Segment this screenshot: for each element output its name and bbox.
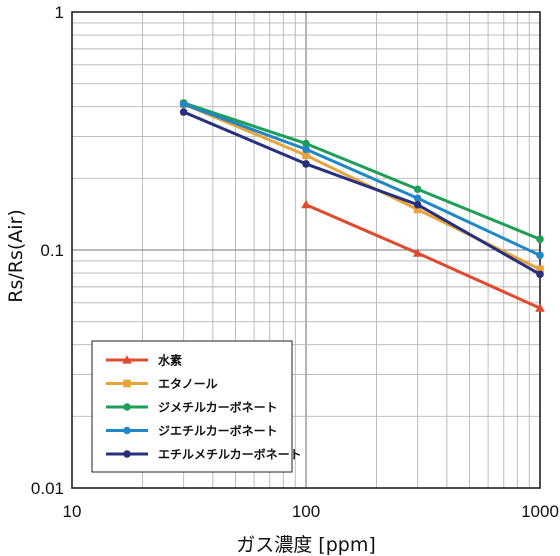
legend-item: エタノール: [106, 377, 218, 391]
data-point: [122, 355, 132, 364]
data-point: [123, 379, 131, 388]
series-line: [305, 203, 541, 310]
legend-item: ジメチルカーボネート: [106, 400, 278, 415]
data-point: [123, 403, 131, 411]
data-point: [413, 205, 422, 214]
y-axis-title: Rs/Rs(Air): [5, 209, 27, 303]
series-4: [179, 100, 544, 260]
data-point: [302, 151, 310, 160]
data-point: [302, 145, 310, 154]
data-point: [123, 450, 131, 458]
data-point: [535, 303, 545, 312]
data-point: [179, 100, 188, 108]
series-3: [179, 99, 544, 244]
legend-item: エチルメチルカーボネート: [106, 447, 302, 462]
x-tick-label: 1000: [521, 502, 559, 521]
x-tick-labels: 10 100 1000: [63, 502, 559, 521]
data-point: [536, 251, 544, 260]
data-point: [302, 139, 310, 148]
data-point: [412, 248, 423, 257]
x-tick-label: 100: [292, 502, 320, 521]
data-point: [536, 270, 544, 279]
series-line: [183, 102, 541, 257]
y-tick-labels: 0.01 0.1 1: [31, 3, 64, 498]
data-point: [301, 199, 311, 209]
series-5: [179, 108, 544, 279]
data-point: [413, 185, 422, 194]
data-point: [536, 265, 544, 274]
data-point: [413, 194, 422, 203]
legend-item: ジエチルカーボネート: [106, 423, 278, 438]
legend-item: 水素: [106, 353, 182, 368]
legend-label: エタノール: [158, 377, 218, 391]
y-tick-label: 0.01: [31, 479, 64, 498]
series-layer: [179, 99, 545, 312]
y-tick-label: 0.1: [40, 241, 64, 260]
data-point: [536, 235, 544, 244]
series-line: [183, 101, 541, 241]
data-point: [179, 108, 188, 116]
x-tick-label: 10: [63, 502, 82, 521]
legend-label: 水素: [158, 353, 182, 368]
legend-label: ジエチルカーボネート: [158, 423, 278, 438]
data-point: [413, 200, 422, 209]
series-line: [183, 110, 541, 276]
legend-label: ジメチルカーボネート: [158, 400, 278, 415]
plot-frame: [71, 11, 541, 489]
x-axis-title: ガス濃度 [ppm]: [236, 534, 376, 556]
y-tick-label: 1: [55, 3, 64, 22]
series-1: [301, 199, 545, 312]
data-point: [302, 160, 310, 168]
legend-label: エチルメチルカーボネート: [158, 447, 302, 462]
data-point: [123, 426, 131, 435]
